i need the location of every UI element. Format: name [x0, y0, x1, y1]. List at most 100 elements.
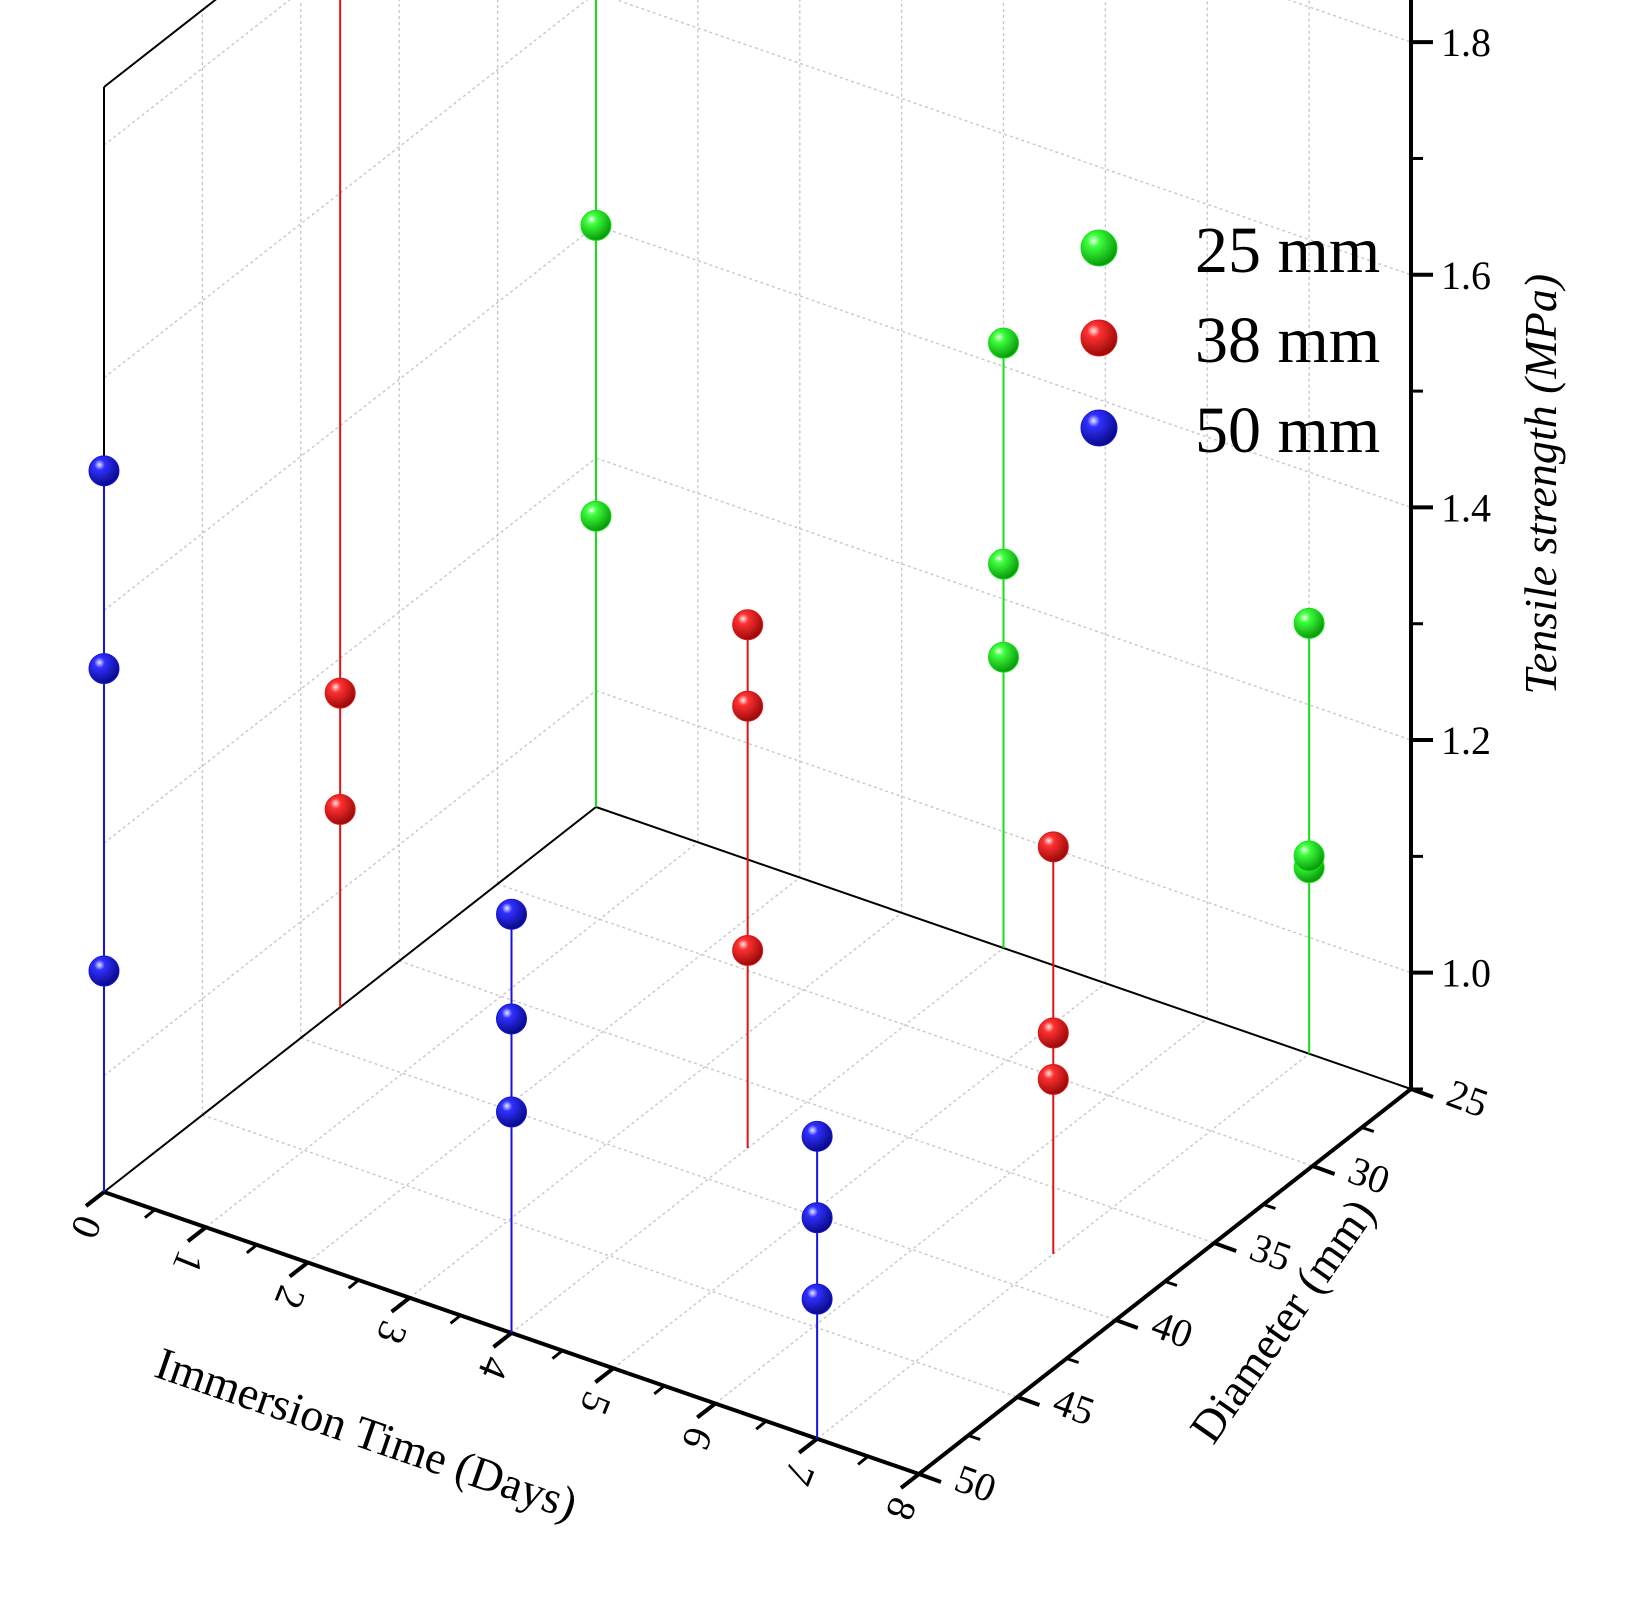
data-point: [496, 1096, 527, 1128]
data-point: [1037, 1017, 1069, 1049]
x-minor-tick: [347, 1278, 360, 1290]
legend-label: 38 mm: [1195, 304, 1380, 377]
data-point: [1293, 840, 1325, 872]
data-point: [496, 898, 527, 930]
z-tick-label: 1.4: [1441, 485, 1491, 530]
x-tick: [797, 1437, 819, 1455]
grid-line: [612, 982, 1106, 1369]
x-tick: [594, 1366, 615, 1384]
x-tick: [84, 1190, 106, 1208]
x-tick: [492, 1331, 513, 1349]
y-minor-tick: [1066, 1357, 1080, 1364]
x-minor-tick: [857, 1455, 869, 1466]
x-tick-label: 0: [62, 1209, 111, 1244]
x-tick: [288, 1260, 309, 1279]
data-point: [496, 1003, 527, 1035]
y-tick: [1213, 1241, 1237, 1253]
data-point: [580, 500, 612, 532]
x-minor-tick: [245, 1243, 258, 1255]
y-axis-title: Diameter (mm): [1180, 1189, 1385, 1452]
y-tick-label: 25: [1441, 1070, 1494, 1126]
y-tick: [1311, 1164, 1336, 1176]
grid-line: [816, 1053, 1310, 1440]
series-50-mm: [88, 455, 833, 1439]
x-tick: [899, 1472, 921, 1490]
data-point: [732, 690, 764, 722]
x-minor-tick: [755, 1419, 768, 1431]
grid-line: [300, 1037, 1117, 1321]
frame-edge: [103, 0, 217, 88]
y-minor-tick: [1164, 1280, 1178, 1287]
legend-label: 25 mm: [1195, 214, 1380, 287]
y-tick-label: 50: [949, 1455, 1002, 1511]
legend-marker: [1080, 409, 1118, 447]
legend-marker: [1080, 319, 1118, 357]
y-minor-tick: [1262, 1203, 1276, 1210]
x-tick-label: 4: [469, 1350, 518, 1385]
grid-line: [103, 690, 597, 1077]
data-point: [801, 1283, 833, 1315]
data-point: [580, 209, 612, 241]
data-point: [988, 548, 1019, 580]
x-minor-tick: [449, 1314, 462, 1325]
data-point: [88, 455, 120, 487]
z-tick-label: 1.6: [1441, 253, 1491, 298]
x-tick-label: 5: [571, 1386, 620, 1421]
grid-line: [511, 947, 1004, 1334]
grid-line: [307, 876, 801, 1264]
data-point: [1037, 1063, 1069, 1095]
y-tick: [1115, 1318, 1139, 1330]
grid-line: [103, 0, 588, 379]
data-point: [1037, 831, 1069, 863]
x-tick-label: 3: [368, 1315, 417, 1350]
x-minor-tick: [653, 1384, 666, 1396]
data-point: [1293, 607, 1325, 639]
data-point: [324, 677, 356, 709]
data-point: [801, 1202, 833, 1234]
frame-edge: [103, 806, 597, 1193]
x-tick-label: 2: [266, 1280, 315, 1315]
grid-line: [205, 841, 699, 1228]
series-25-mm: [580, 0, 1325, 1054]
grid-line: [103, 457, 597, 844]
x-minor-tick: [144, 1208, 156, 1219]
z-axis-title: Tensile strength (MPa): [1515, 274, 1566, 695]
x-axis-title: Immersion Time (Days): [149, 1337, 584, 1529]
legend-label: 50 mm: [1195, 394, 1380, 467]
box-frame: [103, 0, 1412, 1193]
x-tick-label: 7: [775, 1456, 824, 1491]
data-point: [988, 641, 1019, 673]
x-tick-label: 8: [877, 1491, 926, 1526]
x-tick: [186, 1225, 208, 1243]
x-tick-label: 1: [164, 1245, 213, 1280]
grid-line: [409, 912, 903, 1299]
grid-line: [103, 0, 291, 146]
data-point: [324, 793, 356, 825]
y-tick: [918, 1472, 942, 1484]
y-minor-tick: [1361, 1126, 1375, 1133]
legend-marker: [1080, 229, 1118, 267]
data-point: [732, 609, 764, 641]
x-minor-tick: [551, 1349, 564, 1360]
legend: 25 mm 38 mm 50 mm: [1080, 214, 1380, 467]
grid-line: [202, 1114, 1018, 1398]
data-point: [88, 653, 120, 685]
data-point: [732, 934, 764, 966]
series-38-mm: [324, 0, 1069, 1254]
data-layer: [88, 0, 1325, 1439]
z-tick-label: 1.8: [1441, 20, 1491, 65]
y-tick-label: 45: [1048, 1378, 1101, 1434]
x-tick-label: 6: [673, 1421, 722, 1456]
z-tick-label: 1.0: [1441, 951, 1491, 996]
data-point: [801, 1120, 833, 1152]
grid-line: [714, 1017, 1208, 1405]
grid-line: [103, 224, 597, 611]
y-tick-label: 40: [1146, 1301, 1199, 1357]
z-tick-label: 1.2: [1441, 718, 1491, 763]
y-tick: [1016, 1395, 1041, 1407]
x-tick: [696, 1401, 717, 1420]
x-tick: [390, 1296, 411, 1314]
data-point: [988, 327, 1019, 359]
data-point: [88, 955, 120, 987]
